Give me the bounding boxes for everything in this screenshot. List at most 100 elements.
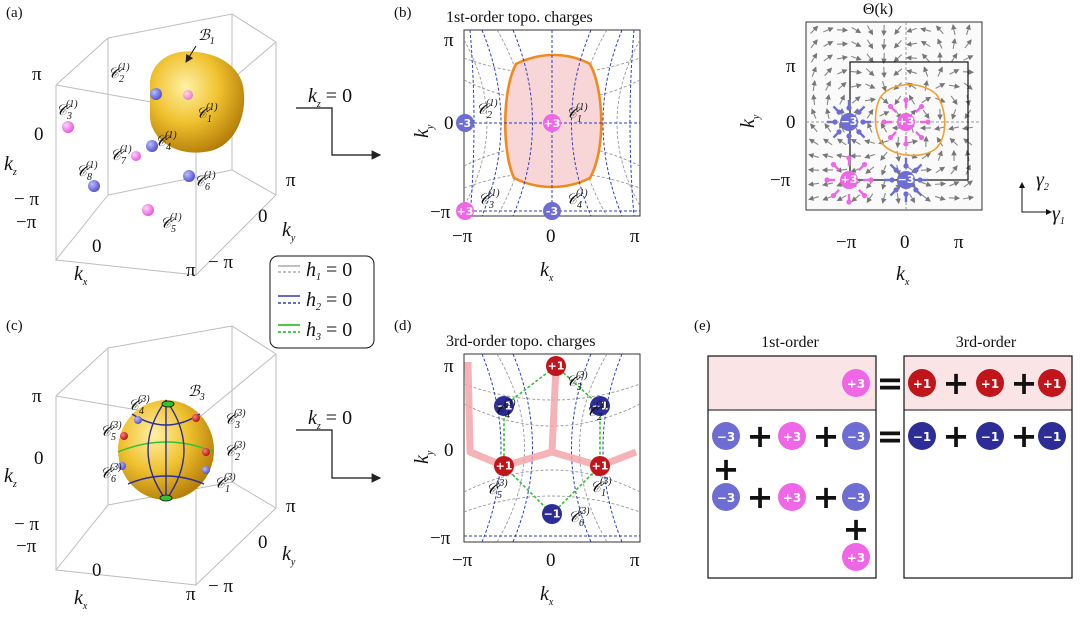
theta-vector bbox=[851, 27, 862, 34]
b-ky-label: ky bbox=[411, 124, 436, 138]
theta-vector bbox=[950, 95, 958, 105]
theta-vector bbox=[866, 108, 874, 119]
theta-kx-tick-mpi: −π bbox=[836, 232, 857, 253]
d-charge-c2 bbox=[590, 396, 610, 416]
d-node-c6-label: 𝒞6(3) bbox=[568, 506, 590, 529]
panel-a-nodes bbox=[62, 88, 195, 216]
e-r1-right-0 bbox=[908, 369, 936, 397]
theta-charge-0 bbox=[840, 113, 858, 131]
e-r2b-2-text: −3 bbox=[847, 491, 865, 505]
theta-vector bbox=[951, 37, 957, 50]
theta-charge-arrowhead bbox=[824, 177, 830, 183]
b-ky-tick-0: 0 bbox=[444, 113, 454, 134]
a-kz-tick-0: 0 bbox=[34, 124, 44, 145]
theta-vector bbox=[950, 52, 958, 63]
theta-vector bbox=[836, 153, 848, 159]
theta-vector bbox=[822, 138, 833, 146]
a-kx-tick-pi: π bbox=[186, 260, 196, 281]
panel-e: (e) 1st-order 3rd-order +3 = +1 + +1 + +1−3 + +3… bbox=[694, 318, 1073, 579]
theta-vector bbox=[810, 39, 818, 49]
d-kx-tick-0: 0 bbox=[546, 550, 556, 571]
c-kx-tick-mpi: −π bbox=[16, 536, 37, 557]
theta-vector bbox=[811, 93, 817, 106]
e-plus: + bbox=[1011, 417, 1038, 455]
d-node-c2-label: 𝒞2(3) bbox=[586, 400, 608, 423]
theta-charge-3-text: −3 bbox=[898, 173, 915, 186]
theta-vector bbox=[879, 111, 890, 117]
e-r2-right-0 bbox=[908, 422, 936, 450]
node-c4 bbox=[146, 140, 158, 152]
d-node-c3-label: 𝒞3(3) bbox=[566, 370, 588, 393]
e-head-3rd: 3rd-order bbox=[956, 334, 1017, 351]
panel-b: (b) 1st-order topo. charges -3 bbox=[394, 5, 641, 284]
legend: h1 = 0 h2 = 0 h3 = 0 bbox=[269, 255, 375, 349]
c-node-c5-label: 𝒞5(3) bbox=[100, 420, 122, 443]
b-charge-c4-text: -3 bbox=[546, 205, 558, 218]
theta-vector bbox=[894, 25, 902, 35]
theta-vector bbox=[937, 150, 943, 161]
theta-vector bbox=[935, 83, 946, 89]
e-r2c-0 bbox=[842, 543, 870, 571]
d-kx-tick-mpi: −π bbox=[452, 550, 473, 571]
theta-charge-arrowhead bbox=[903, 97, 909, 103]
d-charge-c5 bbox=[494, 456, 514, 476]
c-node-c1-label: 𝒞1(3) bbox=[214, 472, 236, 495]
c-kx-tick-pi: π bbox=[186, 584, 196, 605]
e-equals: = bbox=[877, 417, 904, 455]
theta-vector bbox=[810, 52, 818, 63]
e-r1-right-0-text: +1 bbox=[913, 377, 931, 391]
a-ky-label: ky bbox=[282, 219, 296, 244]
node-c5 bbox=[142, 204, 154, 216]
theta-vector bbox=[824, 67, 833, 77]
d-charge-c6 bbox=[542, 504, 562, 524]
theta-charge-arrowhead bbox=[903, 163, 909, 169]
theta-vector bbox=[823, 54, 833, 62]
theta-charge-arrowhead bbox=[889, 177, 895, 183]
theta-vector bbox=[825, 93, 831, 106]
panel-b-title: 1st-order topo. charges bbox=[446, 9, 593, 26]
node-c3-label: 𝒞3(1) bbox=[56, 99, 78, 122]
c-node-c4 bbox=[134, 416, 142, 424]
b-charge-c3 bbox=[456, 202, 474, 220]
d-charge-c3 bbox=[494, 396, 514, 416]
theta-vector bbox=[850, 69, 863, 75]
theta-charge-arrowhead bbox=[868, 177, 874, 183]
node-c5-label: 𝒞5(1) bbox=[160, 212, 182, 235]
a-ky-tick-mpi: − π bbox=[208, 252, 233, 273]
theta-charge-arrowhead bbox=[887, 134, 894, 141]
c-kx-tick-0: 0 bbox=[92, 560, 102, 581]
d-charge-c3-text: −1 bbox=[496, 400, 513, 413]
c-node-c1 bbox=[202, 466, 210, 474]
theta-vector bbox=[879, 96, 889, 104]
theta-vector bbox=[906, 69, 917, 75]
theta-charge-arrowhead bbox=[887, 103, 894, 110]
b-ky-tick-mpi: −π bbox=[430, 202, 451, 223]
theta-vector bbox=[811, 66, 817, 77]
e-r2b-2 bbox=[842, 483, 870, 511]
node-c7-label: 𝒞7(1) bbox=[110, 144, 132, 167]
d-kx-label: kx bbox=[540, 583, 554, 608]
theta-frame bbox=[805, 21, 983, 211]
e-plus: + bbox=[747, 417, 774, 455]
b-node-c1-label: 𝒞1(1) bbox=[566, 102, 588, 125]
e-plus: + bbox=[1011, 364, 1038, 402]
theta-vector bbox=[836, 55, 848, 61]
b-kx-tick-0: 0 bbox=[546, 226, 556, 247]
d-charge-c1 bbox=[590, 456, 610, 476]
theta-vector bbox=[893, 68, 903, 76]
theta-vector bbox=[937, 66, 943, 77]
e-r1-right-2 bbox=[1038, 369, 1066, 397]
c-kz-tick-0: 0 bbox=[34, 448, 44, 469]
theta-ky-tick-0: 0 bbox=[786, 112, 796, 133]
theta-vector bbox=[881, 81, 887, 92]
theta-vector bbox=[881, 38, 887, 51]
theta-vector bbox=[922, 109, 930, 119]
e-r2b-0-text: −3 bbox=[717, 491, 735, 505]
e-plus: + bbox=[943, 417, 970, 455]
b-node-c3-label: 𝒞3(1) bbox=[478, 188, 500, 211]
a-kx-tick-mpi: −π bbox=[16, 212, 37, 233]
legend-h1: h1 = 0 bbox=[306, 259, 352, 283]
theta-vector bbox=[867, 25, 874, 36]
c-node-c2 bbox=[202, 448, 210, 456]
theta-charge-2-text: +3 bbox=[841, 173, 858, 186]
